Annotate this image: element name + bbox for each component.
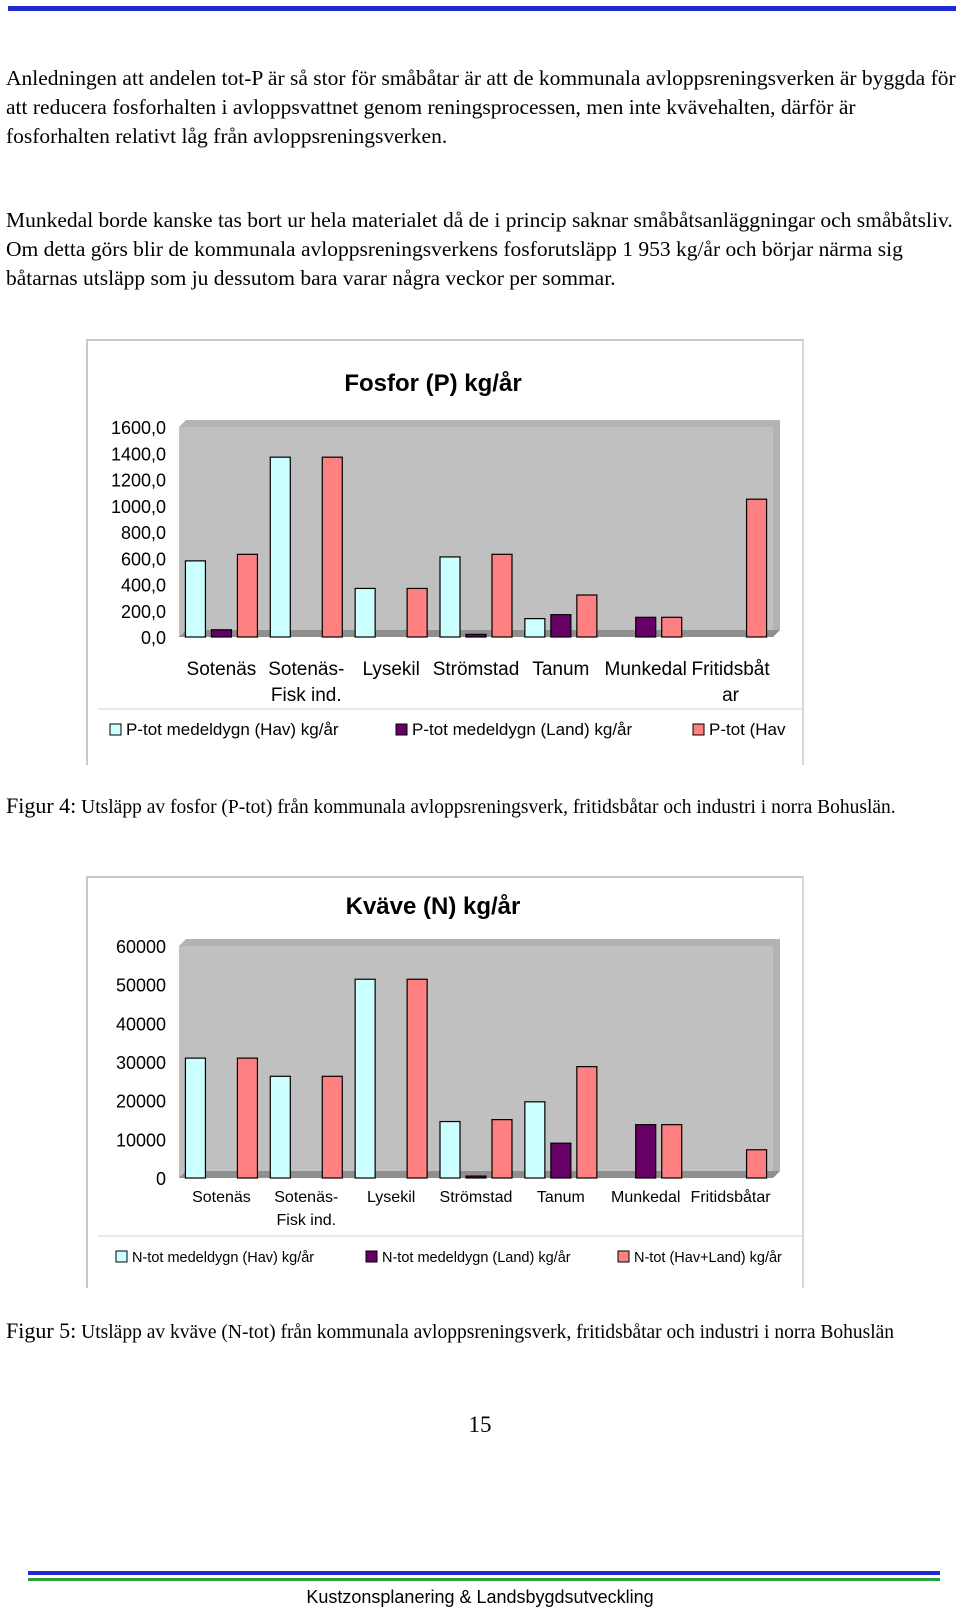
y-tick-label: 50000: [116, 976, 166, 996]
legend-swatch-land: [365, 1250, 378, 1263]
bar-total: [236, 1057, 259, 1179]
y-tick-label: 20000: [116, 1092, 166, 1112]
plot-area: [179, 427, 773, 637]
category-label: Fisk ind.: [271, 685, 342, 706]
legend-swatch-total: [617, 1250, 630, 1263]
bar-hav: [269, 456, 291, 638]
y-tick-label: 600,0: [121, 549, 166, 569]
category-label: Fisk ind.: [276, 1212, 336, 1229]
bar-total: [745, 1149, 768, 1179]
legend-label-hav: N-tot medeldygn (Hav) kg/år: [132, 1250, 314, 1266]
bar-total: [491, 553, 513, 638]
bar-total: [321, 1075, 343, 1179]
bar-hav: [354, 978, 376, 1179]
bar-hav: [184, 560, 207, 638]
bar-total: [661, 1124, 683, 1179]
phosphorus-chart-svg: Fosfor (P) kg/år 1600,0 1400,0 1200,0 1000,0…: [98, 370, 802, 739]
bar-land: [550, 614, 572, 638]
category-label: Munkedal: [605, 659, 687, 680]
y-tick-label: 60000: [116, 937, 166, 957]
y-tick-label: 400,0: [121, 576, 166, 596]
bar-hav: [439, 556, 461, 638]
page-number: 15: [468, 1412, 492, 1437]
figure-4-text: Utsläpp av fosfor (P-tot) från kommunala…: [76, 797, 896, 818]
bar-hav: [524, 1101, 546, 1179]
category-label: Lysekil: [362, 659, 419, 680]
bar-land: [465, 1175, 487, 1179]
y-tick-label: 40000: [116, 1014, 166, 1034]
bar-land: [550, 1142, 572, 1179]
y-tick-label: 0: [156, 1169, 166, 1189]
category-label: Sotenäs: [192, 1189, 251, 1206]
y-tick-label: 1000,0: [111, 497, 166, 517]
figure-5-label: Figur 5:: [6, 1318, 77, 1343]
category-label: Strömstad: [440, 1189, 513, 1206]
category-label: Sotenäs-: [274, 1189, 338, 1206]
bar-hav: [354, 587, 376, 638]
legend-label-land: P-tot medeldygn (Land) kg/år: [412, 720, 633, 739]
legend-swatch-total: [692, 723, 705, 736]
legend-swatch-hav: [115, 1250, 128, 1263]
bar-total: [406, 587, 428, 638]
bar-hav: [184, 1057, 207, 1179]
figure-4-label: Figur 4:: [6, 793, 77, 818]
y-tick-label: 0,0: [141, 628, 166, 648]
category-label: Fritidsbåt: [692, 659, 771, 680]
legend-label-total: N-tot (Hav+Land) kg/år: [634, 1250, 782, 1266]
y-tick-label: 1400,0: [111, 444, 166, 464]
category-label: Sotenäs: [187, 659, 257, 680]
bar-total: [406, 978, 428, 1179]
figure-5-text: Utsläpp av kväve (N-tot) från kommunala …: [76, 1322, 895, 1343]
bar-total: [321, 456, 343, 638]
bar-hav: [524, 618, 546, 638]
bar-land: [635, 1124, 657, 1179]
y-tick-label: 1600,0: [111, 418, 166, 438]
y-tick-label: 200,0: [121, 602, 166, 622]
figure-4-caption: Figur 4: Utsläpp av fosfor (P-tot) från …: [6, 793, 956, 821]
bar-total: [576, 1066, 598, 1179]
plot-area: [179, 946, 773, 1178]
category-label: Lysekil: [367, 1189, 415, 1206]
category-label: Strömstad: [433, 659, 520, 680]
footer-text: Kustzonsplanering & Landsbygdsutveckling: [306, 1587, 654, 1607]
bottom-rule-blue: [28, 1571, 940, 1575]
category-label: Tanum: [537, 1189, 585, 1206]
y-tick-label: 800,0: [121, 523, 166, 543]
category-label: Fritidsbåtar: [691, 1188, 772, 1206]
chart-title: Kväve (N) kg/år: [346, 893, 521, 920]
nitrogen-chart-svg: Kväve (N) kg/år 60000 50000 40000 30000 20000…: [98, 893, 802, 1266]
chart-title: Fosfor (P) kg/år: [344, 370, 521, 397]
legend-label-land: N-tot medeldygn (Land) kg/år: [382, 1250, 571, 1266]
bar-hav: [439, 1120, 461, 1179]
bar-land: [465, 633, 487, 638]
legend-swatch-land: [395, 723, 408, 736]
bar-land: [210, 629, 233, 638]
y-tick-label: 1200,0: [111, 471, 166, 491]
category-label: ar: [722, 685, 740, 706]
legend-label-total: P-tot (Hav: [709, 720, 786, 739]
category-label: Tanum: [532, 659, 589, 680]
phosphorus-chart: Fosfor (P) kg/år 1600,0 1400,0 1200,0 1000,0…: [86, 339, 804, 765]
bar-total: [745, 498, 768, 638]
y-tick-label: 30000: [116, 1053, 166, 1073]
y-tick-label: 10000: [116, 1130, 166, 1150]
category-label: Munkedal: [611, 1189, 680, 1206]
bar-total: [661, 616, 683, 638]
paragraph-1: Anledningen att andelen tot-P är så stor…: [6, 66, 956, 148]
bottom-rule-green: [28, 1578, 940, 1581]
bar-total: [236, 553, 259, 638]
legend-label-hav: P-tot medeldygn (Hav) kg/år: [126, 720, 339, 739]
bar-total: [576, 594, 598, 638]
bar-land: [635, 616, 657, 638]
figure-5-caption: Figur 5: Utsläpp av kväve (N-tot) från k…: [6, 1318, 956, 1346]
bar-hav: [269, 1075, 291, 1179]
legend-swatch-hav: [109, 723, 122, 736]
top-rule: [8, 6, 956, 11]
nitrogen-chart: Kväve (N) kg/år 60000 50000 40000 30000 20000…: [86, 876, 804, 1288]
bar-total: [491, 1119, 513, 1179]
category-label: Sotenäs-: [268, 659, 344, 680]
paragraph-2: Munkedal borde kanske tas bort ur hela m…: [6, 208, 953, 290]
